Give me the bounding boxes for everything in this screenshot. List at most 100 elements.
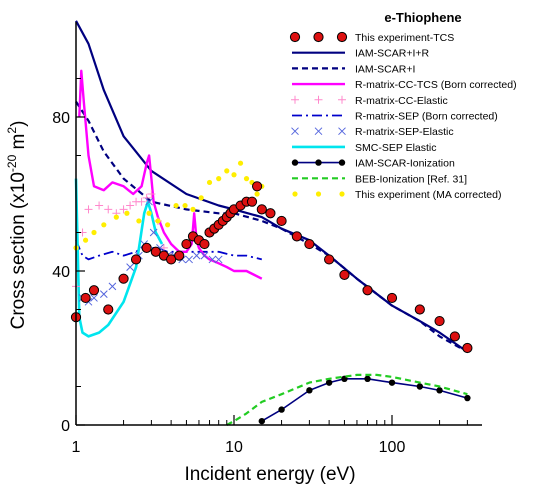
data-point [251,181,263,192]
legend-swatch-marker [336,31,348,43]
legend-swatch-marker [291,95,299,104]
legend-swatch-marker [313,31,324,43]
legend-item: R-matrix-CC-TCS (Born corrected) [292,79,517,91]
data-point [124,210,130,216]
data-point [434,315,445,327]
data-point [181,238,192,250]
data-point [246,196,258,207]
data-point [141,242,152,253]
data-point [137,197,146,206]
data-point [126,263,134,272]
data-point [243,176,250,182]
data-point [462,342,473,354]
axes [75,22,482,426]
data-point [416,383,424,390]
legend-swatch-marker [289,31,301,43]
ticks: 1 10 100 0 40 80 [52,78,468,456]
data-point [254,191,260,197]
legend-label: SMC-SEP Elastic [355,142,437,154]
legend-swatch-marker [339,191,345,197]
x-axis-label: Incident energy (eV) [184,464,355,485]
data-point [95,201,104,210]
data-point [200,251,209,260]
legend-swatch-marker [292,191,298,197]
legend-swatch-marker [314,95,323,104]
data-point [104,205,113,214]
data-point [182,202,188,209]
legend-item: R-matrix-SEP (Born corrected) [292,111,498,123]
data-point [99,290,108,298]
legend-label: This experiment (MA corrected) [355,189,501,201]
data-point [231,172,237,178]
legend-item: BEB-Ionization [Ref. 31] [292,173,467,185]
legend-label: IAM-SCAR+I+R [355,48,430,60]
data-point [165,222,171,228]
data-point [339,269,350,280]
series-line [75,20,469,353]
data-point [90,294,98,302]
data-point [449,331,460,342]
data-point [192,251,201,260]
data-point [199,238,210,250]
series-iam-scar-ionization [258,375,471,425]
legend-label: IAM-SCAR+I [355,63,415,75]
legend-swatch-marker [338,95,346,104]
series-iam-scar-i [75,100,468,353]
legend-item: This experiment (MA corrected) [292,189,501,201]
y-axis-label-exp: -20 [5,154,19,172]
y-axis-label-main: Cross section (x10 [8,172,29,329]
data-point [291,231,302,242]
data-point [174,250,185,261]
data-point [145,197,153,206]
legend-swatch-marker [315,191,322,197]
data-point [130,254,142,265]
data-point [118,273,129,284]
data-point [173,202,179,209]
legend-label: R-matrix-SEP-Elastic [355,126,454,138]
data-point [142,193,151,202]
data-point [126,201,135,210]
legend: This experiment-TCS IAM-SCAR+I+R IAM-SCAR+… [289,31,517,201]
y-axis-label-exp2: 2 [5,127,19,134]
legend-swatch-marker [338,127,346,136]
data-point [306,387,313,394]
x-tick-label: 1 [72,439,81,456]
legend-label: R-matrix-CC-TCS (Born corrected) [355,79,517,91]
data-point [146,210,152,216]
data-point [198,195,204,201]
y-tick-label: 80 [52,110,70,127]
legend-label: R-matrix-CC-Elastic [355,95,448,107]
data-point [237,160,244,166]
series-beb-ionization-ref-31- [226,373,468,426]
data-point [362,285,373,296]
legend-swatch-marker [291,127,299,136]
data-point [386,292,398,304]
data-point [364,375,371,382]
y-tick-label: 40 [52,264,70,281]
legend-swatch-marker [314,127,323,136]
data-point [304,238,315,250]
series-line [226,373,468,426]
data-point [265,208,276,219]
legend-label: BEB-Ionization [Ref. 31] [355,173,467,185]
data-point [224,168,230,174]
data-point [278,406,285,413]
data-point [101,222,107,228]
data-point [113,214,119,220]
y-tick-label: 0 [61,418,70,435]
data-point [82,237,89,243]
data-point [388,379,396,386]
data-point [258,417,266,425]
data-point [88,285,100,296]
legend-item: R-matrix-CC-Elastic [291,95,448,107]
data-point [147,190,156,198]
data-point [108,282,117,291]
data-point [80,292,91,304]
legend-label: R-matrix-SEP (Born corrected) [355,111,498,123]
series-line [261,377,468,422]
legend-swatch-marker [291,159,299,166]
x-tick-label: 100 [379,439,406,456]
data-point [103,304,114,315]
data-point [208,255,217,264]
